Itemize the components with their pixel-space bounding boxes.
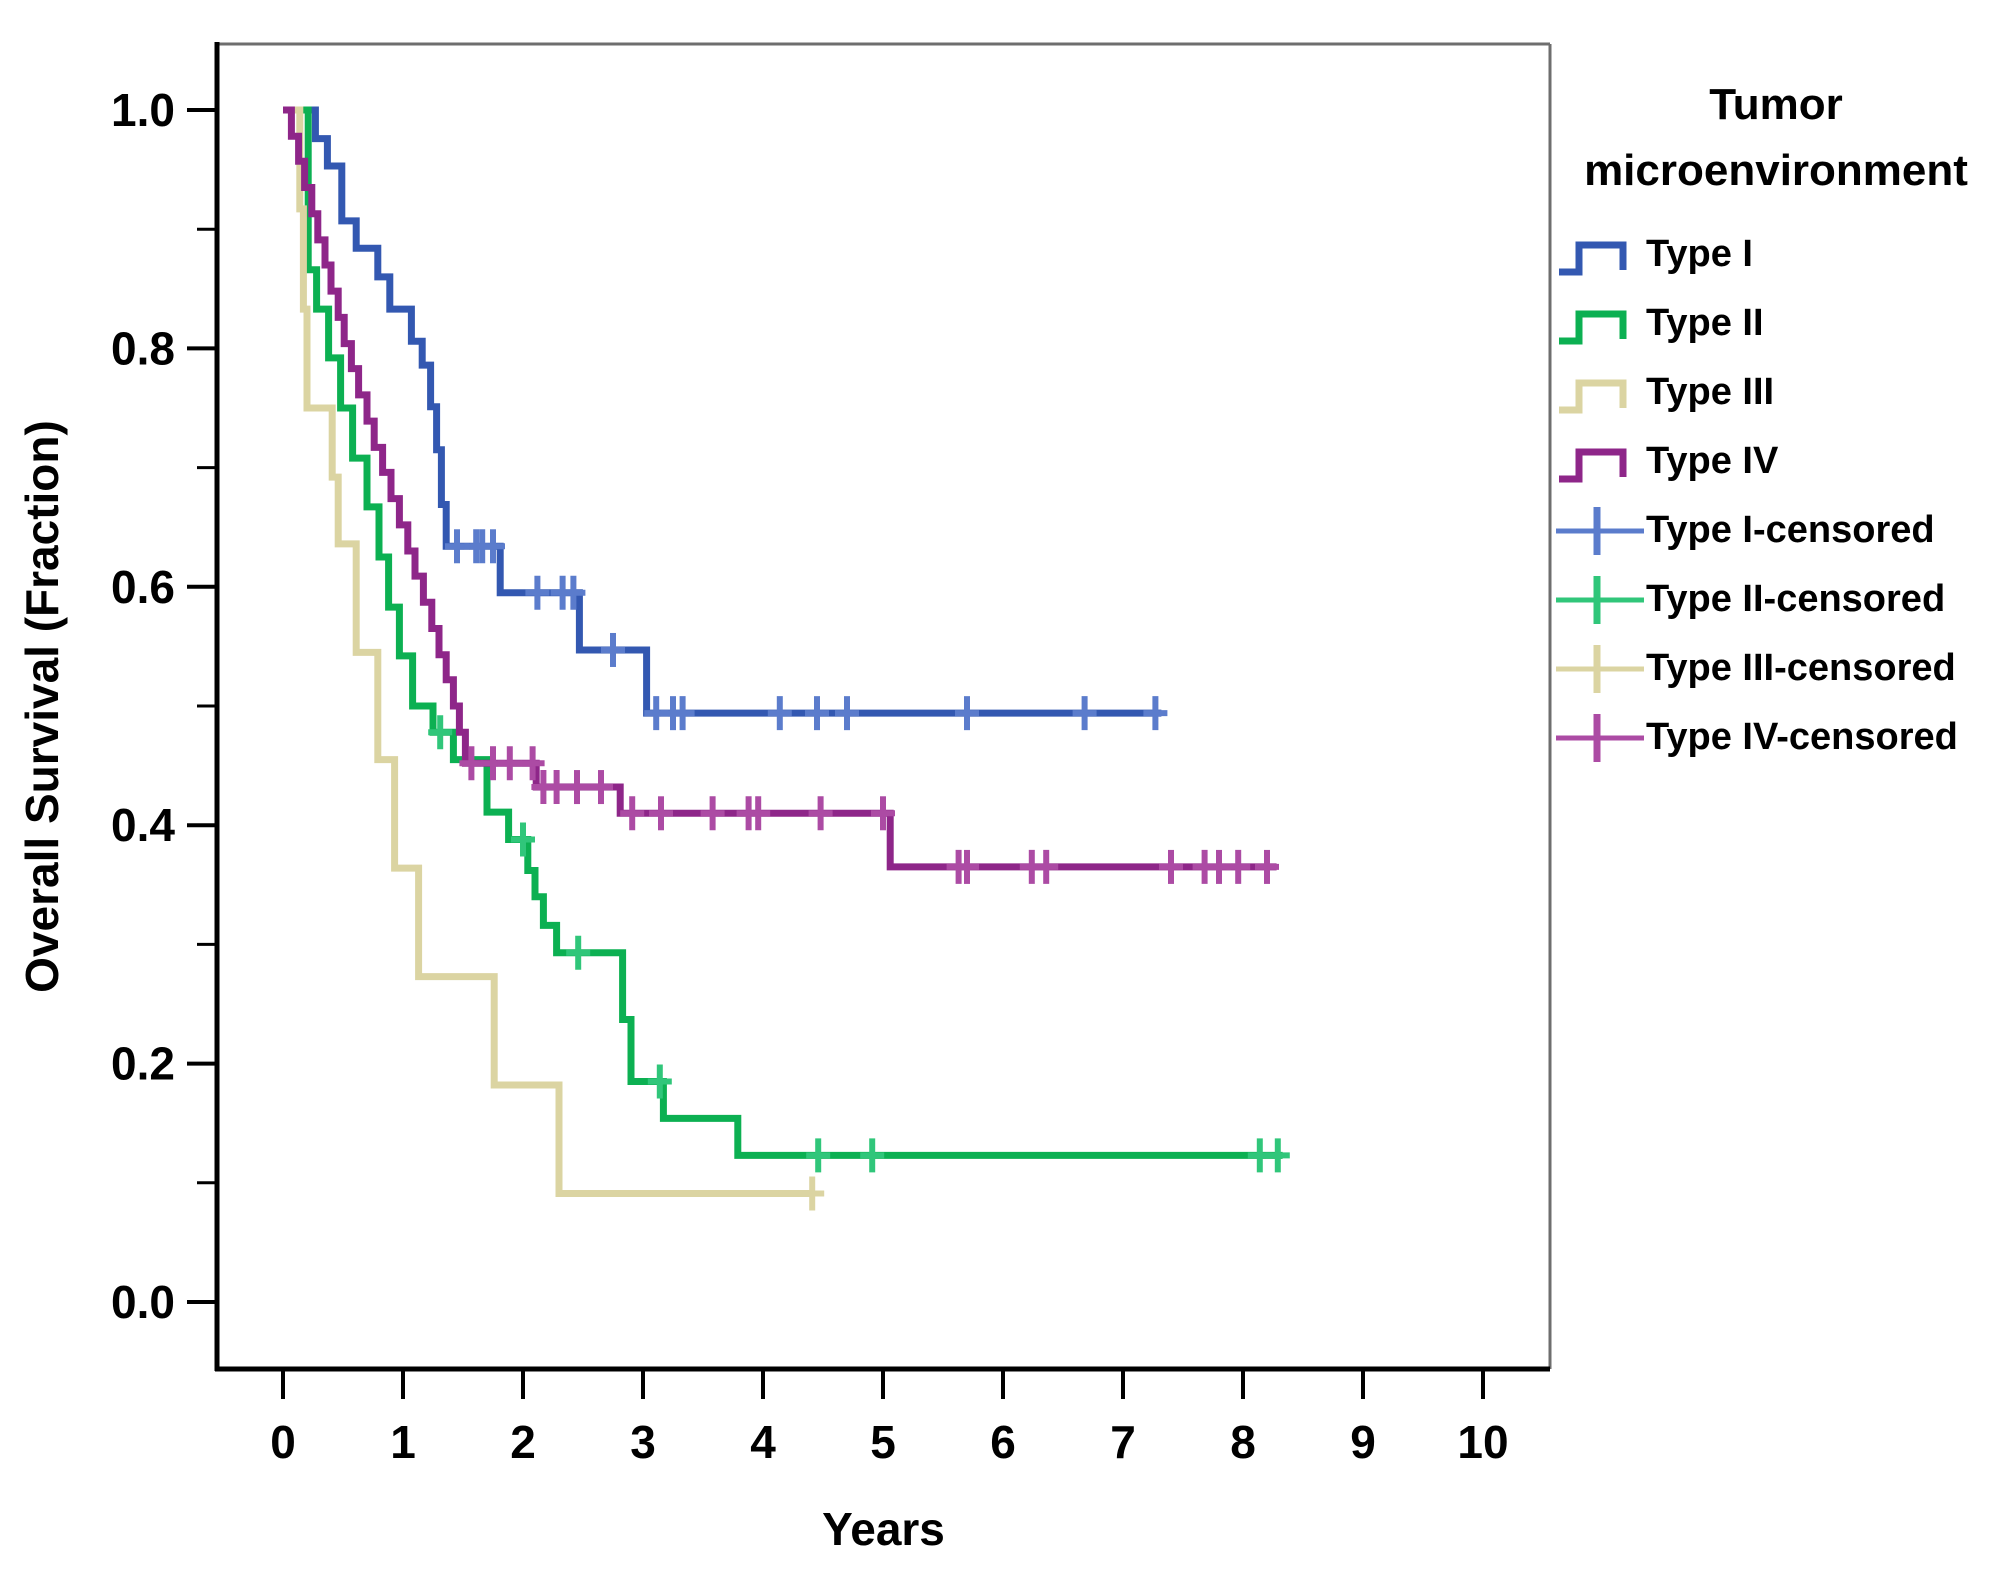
x-tick-label-1: 1 (390, 1416, 416, 1468)
x-tick-label-6: 6 (990, 1416, 1016, 1468)
legend-item-label: Type III-censored (1646, 647, 1956, 689)
legend-censored-sample-icon (1556, 713, 1644, 762)
x-tick-label-5: 5 (870, 1416, 896, 1468)
censor-marks (428, 529, 1290, 1211)
legend-item-label: Type III (1646, 371, 1775, 413)
y-tick-label-0.0: 0.0 (111, 1276, 175, 1328)
x-tick-label-9: 9 (1350, 1416, 1376, 1468)
legend-item-type-i-censored: Type I-censored (1556, 496, 2008, 565)
legend-censored-sample-icon (1556, 575, 1644, 624)
y-tick-label-0.8: 0.8 (111, 322, 175, 374)
x-axis: 0 1 2 3 4 5 6 7 8 9 10 (270, 1369, 1509, 1468)
x-axis-title: Years (822, 1503, 945, 1555)
legend-item-type-iii: Type III (1556, 358, 2008, 427)
survival-curve-type-iv (283, 106, 1277, 871)
legend-item-type-ii-censored: Type II-censored (1556, 565, 2008, 634)
censor-marks-type-ii (428, 715, 1290, 1173)
legend-item-type-i: Type I (1556, 220, 2008, 289)
x-tick-label-10: 10 (1457, 1416, 1508, 1468)
legend-line-sample (1559, 379, 1627, 413)
legend-item-type-ii: Type II (1556, 289, 2008, 358)
y-tick-label-0.2: 0.2 (111, 1038, 175, 1090)
legend-line-sample (1559, 310, 1627, 344)
legend-censored-sample-icon (1556, 506, 1644, 555)
legend-title-line2: microenvironment (1584, 146, 1968, 195)
survival-curve-type-ii (283, 106, 1283, 1159)
legend-item-label: Type I (1646, 233, 1753, 275)
y-axis-title: Overall Survival (Fraction) (16, 420, 68, 993)
legend-title: Tumor microenvironment (1556, 72, 1996, 204)
legend-line-sample-icon (1559, 310, 1627, 344)
x-tick-label-4: 4 (750, 1416, 776, 1468)
survival-curves (283, 106, 1283, 1198)
legend-item-type-iv-censored: Type IV-censored (1556, 703, 2008, 772)
x-tick-label-0: 0 (270, 1416, 296, 1468)
x-tick-label-3: 3 (630, 1416, 656, 1468)
x-tick-label-8: 8 (1230, 1416, 1256, 1468)
legend-line-sample (1559, 448, 1627, 482)
legend-item-label: Type I-censored (1646, 509, 1935, 551)
y-tick-label-1.0: 1.0 (111, 84, 175, 136)
y-axis: 1.0 0.8 0.6 0.4 0.2 0.0 (111, 84, 217, 1328)
legend-item-label: Type II-censored (1646, 578, 1946, 620)
legend-line-sample-icon (1559, 448, 1627, 482)
legend-line-sample-icon (1559, 241, 1627, 275)
survival-curve-type-iii (283, 106, 813, 1198)
legend-line-sample-icon (1559, 379, 1627, 413)
censor-marks-type-iv (459, 746, 1279, 884)
legend-item-type-iv: Type IV (1556, 427, 2008, 496)
x-tick-label-2: 2 (510, 1416, 536, 1468)
x-tick-label-7: 7 (1110, 1416, 1136, 1468)
y-tick-label-0.6: 0.6 (111, 561, 175, 613)
legend-item-type-iii-censored: Type III-censored (1556, 634, 2008, 703)
legend-items: Type I Type II Type III Type IV Type I-c… (1556, 220, 2008, 772)
legend-line-sample (1559, 241, 1627, 275)
legend-item-label: Type II (1646, 302, 1764, 344)
legend-censored-sample-icon (1556, 644, 1644, 693)
legend-title-line1: Tumor (1709, 80, 1843, 129)
legend: Tumor microenvironment Type I Type II Ty… (1556, 72, 2008, 772)
legend-item-label: Type IV-censored (1646, 716, 1958, 758)
censor-marks-type-i (445, 529, 1168, 731)
survival-curve-type-i (283, 106, 1162, 717)
legend-item-label: Type IV (1646, 440, 1779, 482)
censor-marks-type-iii (800, 1176, 825, 1211)
y-tick-label-0.4: 0.4 (111, 799, 175, 851)
